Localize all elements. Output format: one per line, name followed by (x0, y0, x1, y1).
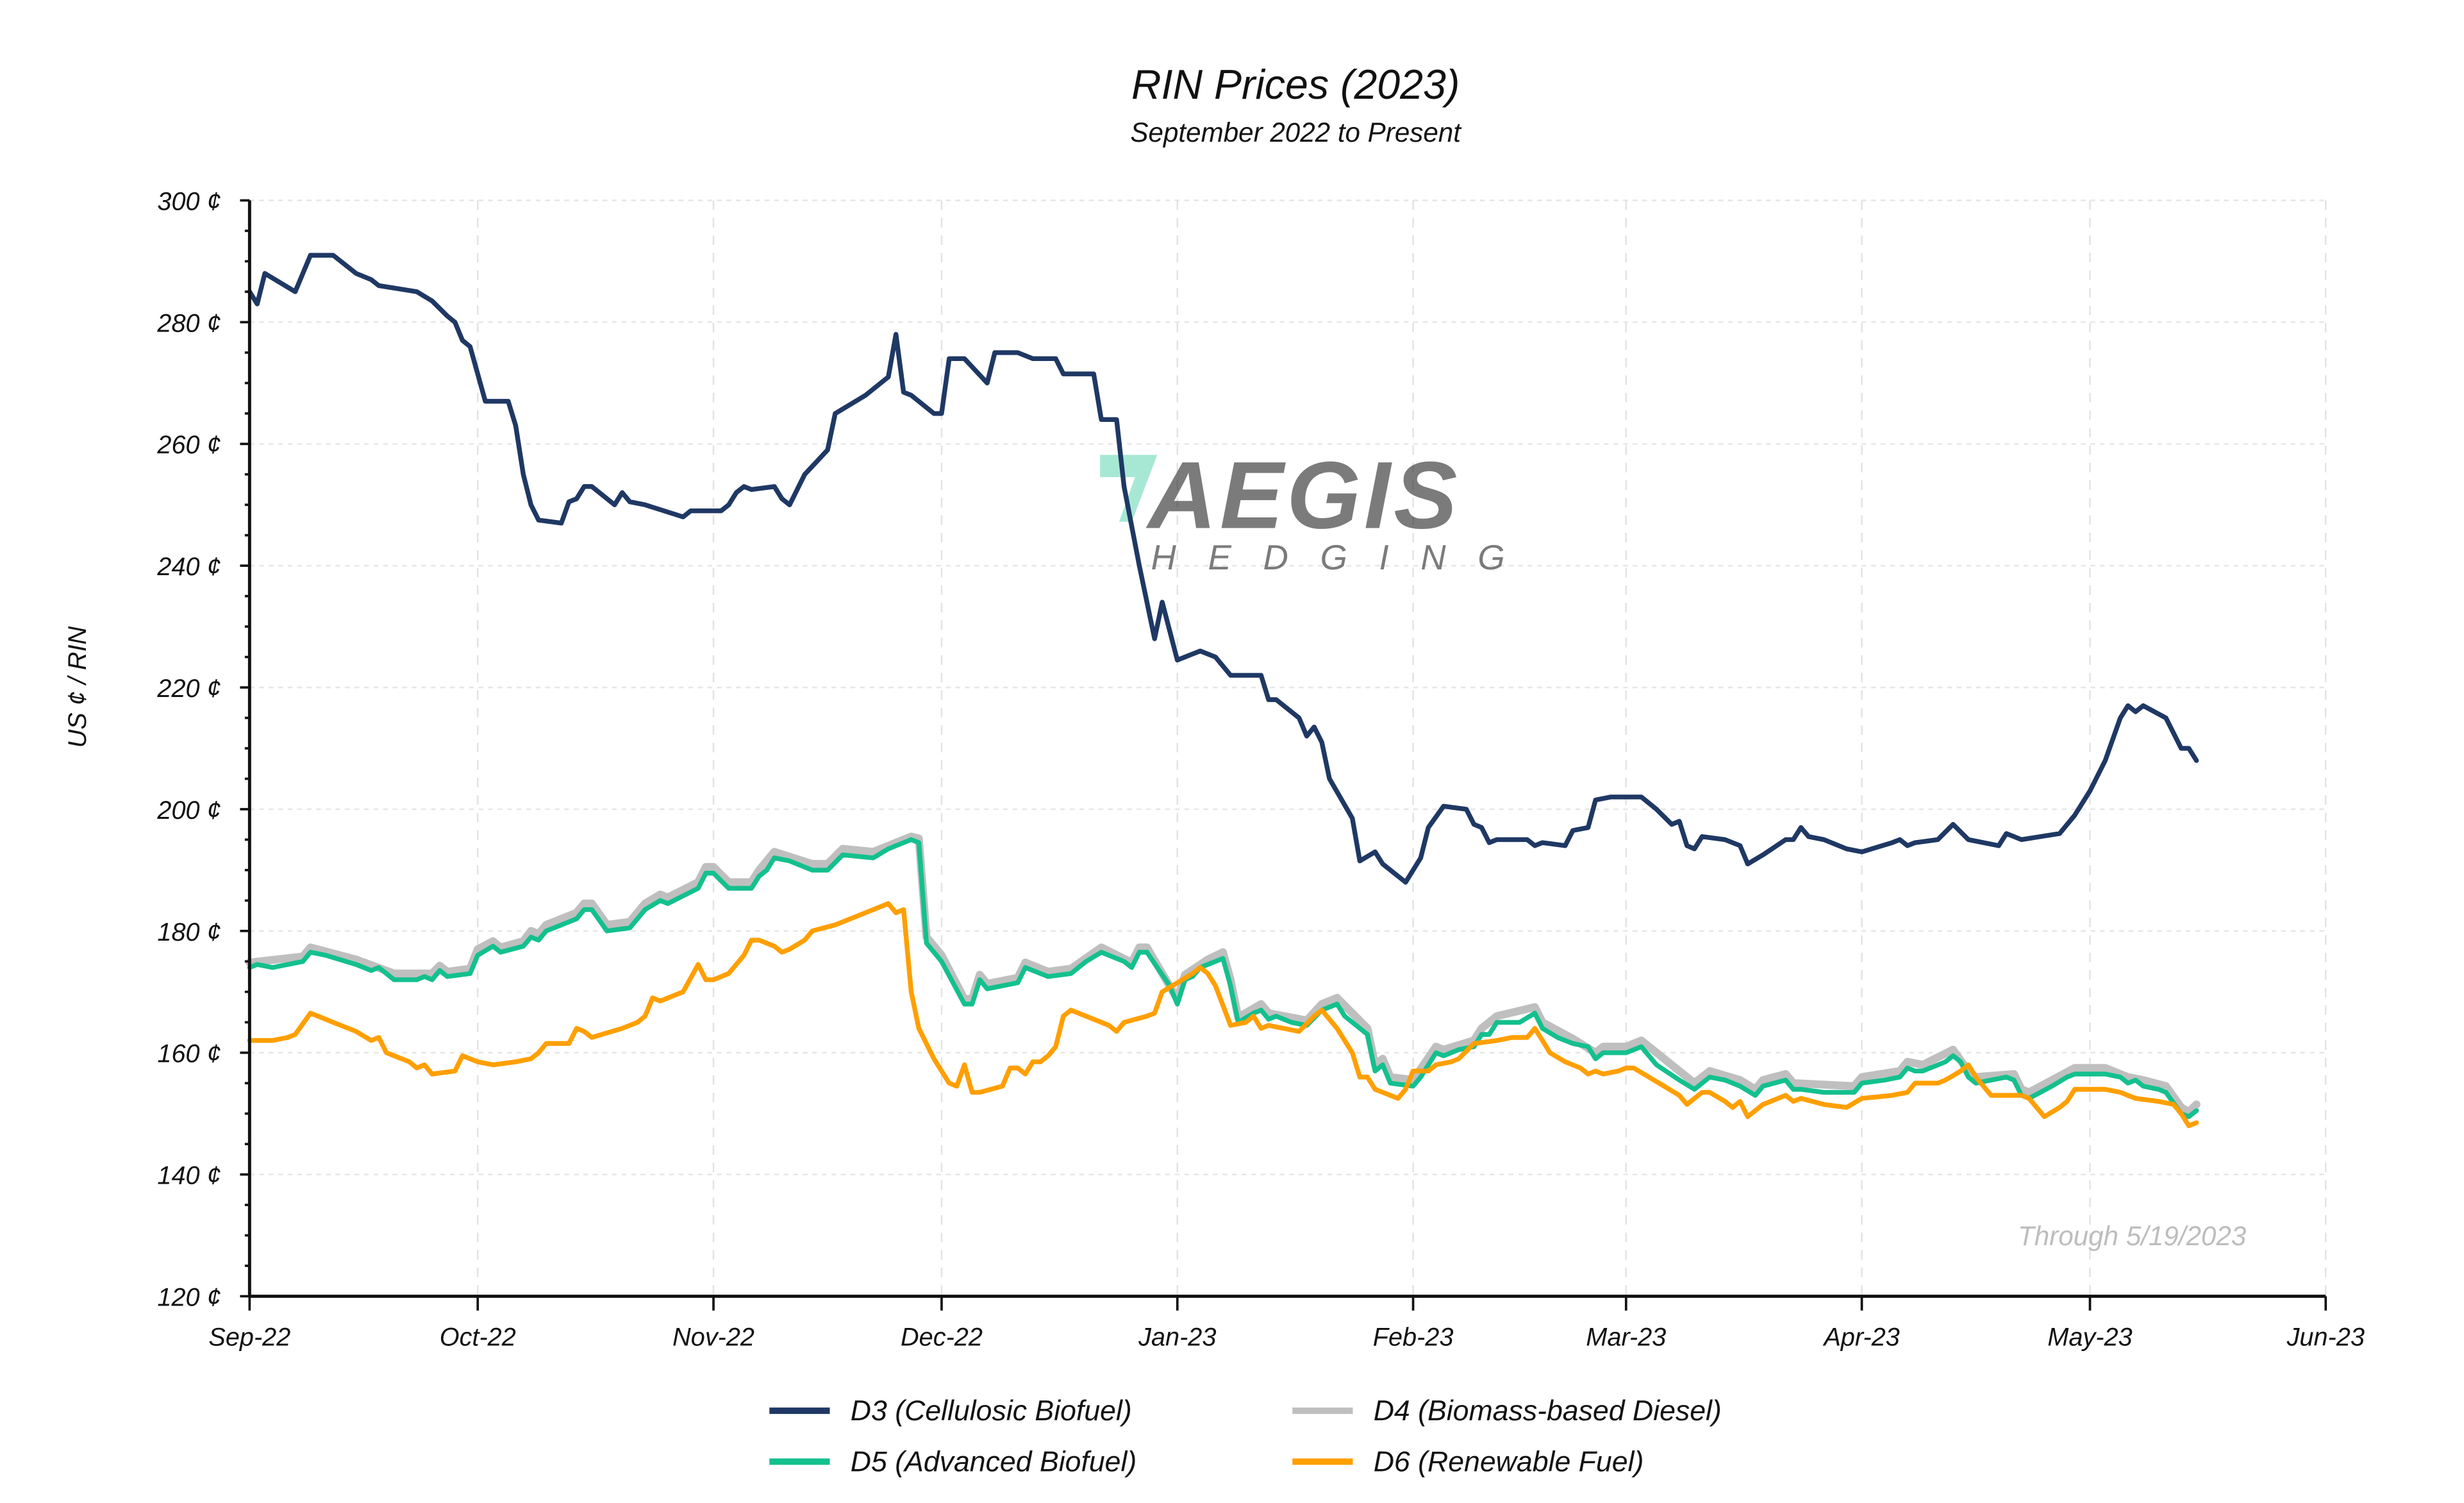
x-tick-label: May-23 (2047, 1323, 2132, 1351)
y-axis-label: US ¢ / RIN (63, 626, 92, 748)
x-tick-label: Feb-23 (1373, 1323, 1454, 1351)
y-tick-label: 140 ¢ (157, 1162, 221, 1190)
chart-title: RIN Prices (2023) (1131, 62, 1460, 108)
x-tick-label: Jun-23 (2286, 1323, 2365, 1351)
x-tick-label: Mar-23 (1586, 1323, 1666, 1351)
logo-word: AEGIS (1145, 441, 1461, 548)
y-tick-label: 240 ¢ (156, 553, 221, 581)
y-tick-label: 260 ¢ (156, 431, 221, 459)
x-axis-ticks: Sep-22 Oct-22 Nov-22 Dec-22 Jan-23 Feb-23 Mar-… (208, 1296, 2365, 1351)
logo-mark-icon (1100, 455, 1158, 522)
y-tick-label: 120 ¢ (157, 1283, 221, 1311)
through-date-annotation: Through 5/19/2023 (2018, 1221, 2247, 1251)
y-tick-label: 180 ¢ (157, 918, 221, 946)
y-axis-ticks: 120 ¢ 140 ¢ 160 ¢ 180 ¢ 200 ¢ 220 ¢ 240 ¢ 260 ¢… (156, 187, 250, 1311)
axes (247, 200, 2326, 1298)
chart-subtitle: September 2022 to Present (1130, 117, 1462, 147)
y-tick-label: 220 ¢ (156, 675, 221, 703)
x-tick-label: Apr-23 (1822, 1323, 1899, 1351)
y-tick-label: 300 ¢ (157, 187, 221, 215)
y-tick-label: 280 ¢ (156, 309, 221, 337)
y-tick-label: 200 ¢ (156, 796, 221, 825)
legend-label-d3: D3 (Cellulosic Biofuel) (851, 1395, 1132, 1427)
legend-label-d6: D6 (Renewable Fuel) (1374, 1446, 1644, 1477)
gridlines (249, 199, 2327, 1297)
x-tick-label: Dec-22 (901, 1323, 983, 1351)
series-lines (246, 253, 2201, 1129)
legend-label-d4: D4 (Biomass-based Diesel) (1374, 1395, 1722, 1427)
series-line-d5 (247, 837, 2199, 1120)
x-tick-label: Nov-22 (672, 1323, 754, 1351)
x-tick-label: Oct-22 (440, 1323, 516, 1351)
logo-tagline: HEDGING (1151, 538, 1537, 577)
series-line-d4 (246, 832, 2201, 1116)
x-tick-label: Jan-23 (1138, 1323, 1216, 1351)
series-line-d3 (247, 253, 2199, 885)
legend-label-d5: D5 (Advanced Biofuel) (851, 1446, 1136, 1477)
legend: D3 (Cellulosic Biofuel) D4 (Biomass-base… (769, 1395, 1722, 1477)
x-tick-label: Sep-22 (208, 1323, 290, 1351)
watermark-logo: AEGIS HEDGING (1100, 441, 1537, 577)
series-line-d6 (247, 901, 2199, 1129)
y-tick-label: 160 ¢ (157, 1040, 221, 1068)
